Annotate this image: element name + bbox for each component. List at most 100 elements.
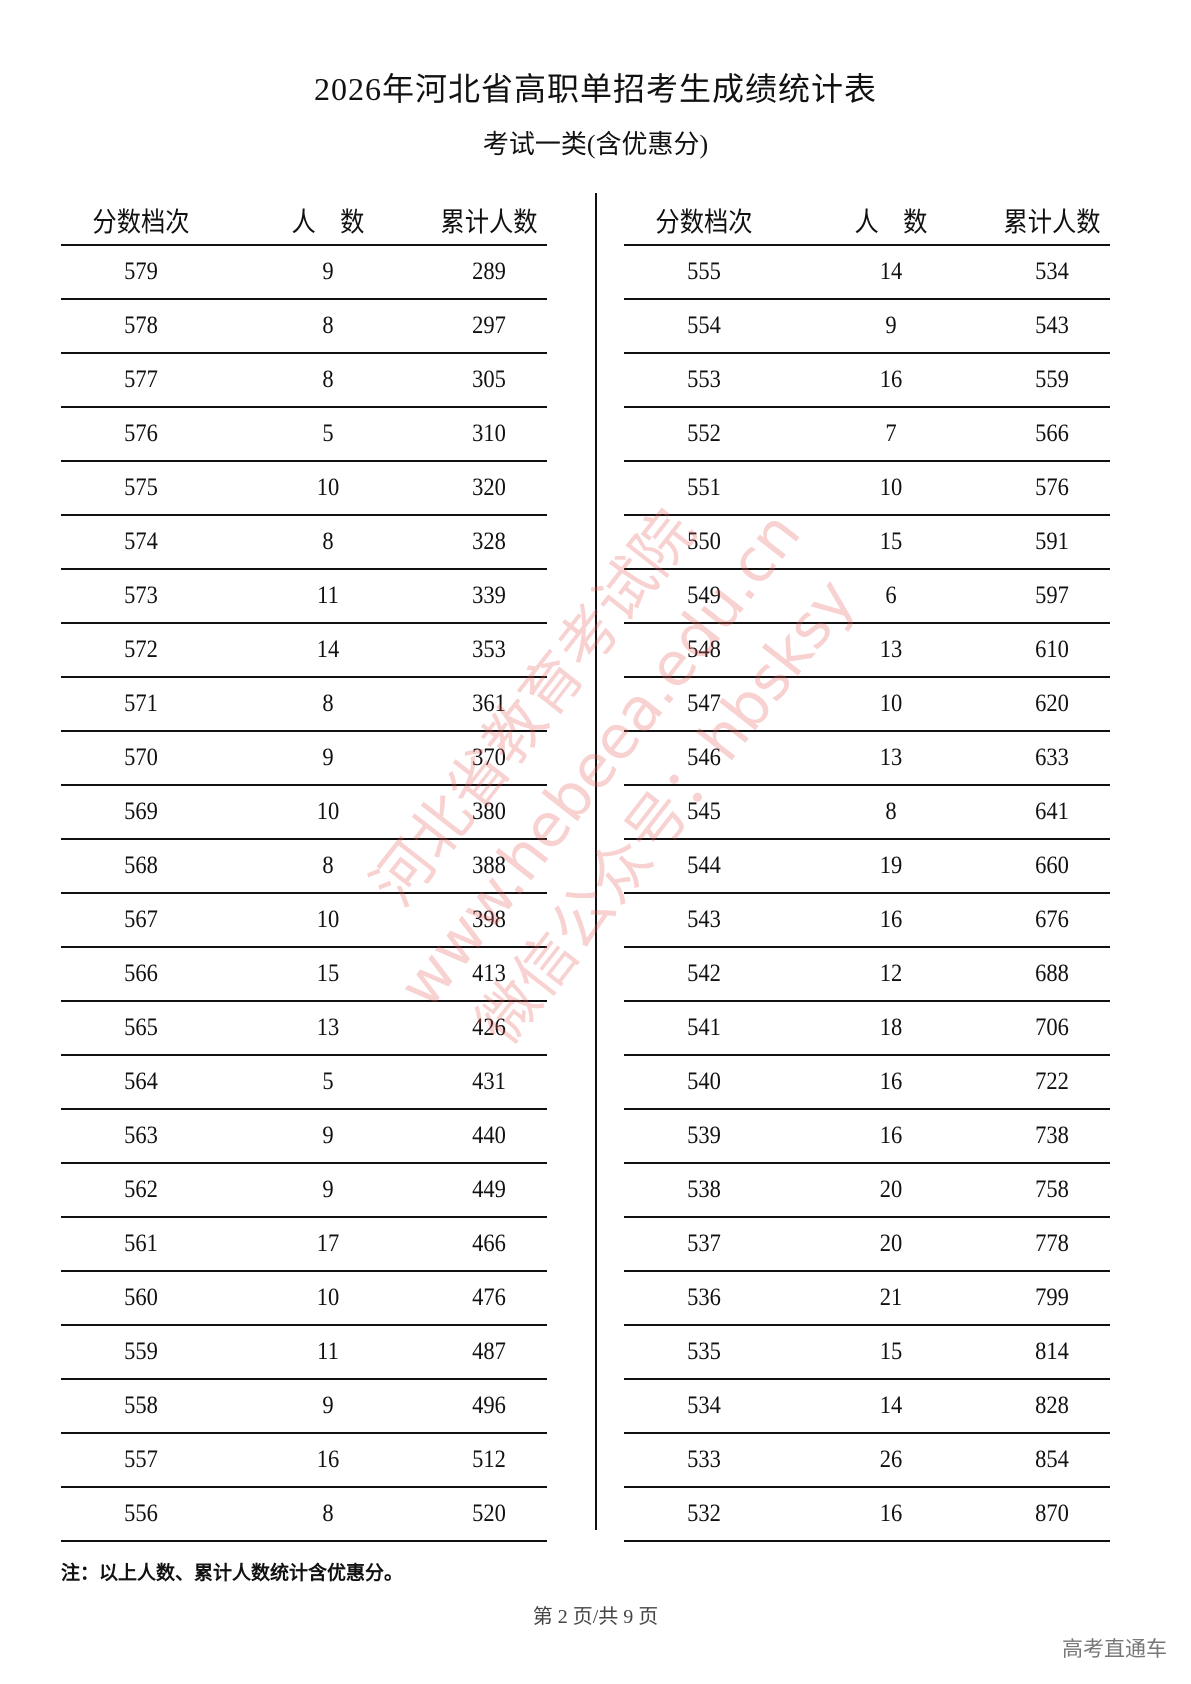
header-score: 分数档次 bbox=[92, 207, 190, 238]
table-row: 538 20 758 bbox=[624, 1164, 1110, 1218]
header-score: 分数档次 bbox=[655, 207, 753, 238]
table-row: 566 15 413 bbox=[61, 948, 547, 1002]
cell-cumulative: 380 bbox=[472, 798, 506, 825]
cell-cumulative: 814 bbox=[1035, 1338, 1069, 1365]
cell-score: 546 bbox=[687, 744, 721, 771]
table-row: 537 20 778 bbox=[624, 1218, 1110, 1272]
cell-score: 533 bbox=[687, 1446, 721, 1473]
cell-score: 565 bbox=[124, 1014, 158, 1041]
cell-count: 9 bbox=[322, 1392, 334, 1419]
cell-count: 19 bbox=[879, 852, 903, 879]
table-row: 532 16 870 bbox=[624, 1488, 1110, 1542]
cell-count: 8 bbox=[322, 1500, 334, 1527]
cell-cumulative: 361 bbox=[472, 690, 506, 717]
cell-score: 540 bbox=[687, 1068, 721, 1095]
cell-count: 15 bbox=[879, 528, 903, 555]
table-row: 540 16 722 bbox=[624, 1056, 1110, 1110]
cell-cumulative: 778 bbox=[1035, 1230, 1069, 1257]
page-indicator: 第 2 页/共 9 页 bbox=[532, 1606, 659, 1628]
table-row: 578 8 297 bbox=[61, 300, 547, 354]
cell-cumulative: 370 bbox=[472, 744, 506, 771]
cell-score: 541 bbox=[687, 1014, 721, 1041]
header-cumulative: 累计人数 bbox=[1003, 207, 1101, 238]
cell-cumulative: 398 bbox=[472, 906, 506, 933]
table-row: 572 14 353 bbox=[61, 624, 547, 678]
cell-cumulative: 706 bbox=[1035, 1014, 1069, 1041]
table-row: 548 13 610 bbox=[624, 624, 1110, 678]
cell-score: 535 bbox=[687, 1338, 721, 1365]
header-count: 人 数 bbox=[291, 207, 365, 238]
cell-count: 16 bbox=[316, 1446, 340, 1473]
table-row: 553 16 559 bbox=[624, 354, 1110, 408]
table-row: 563 9 440 bbox=[61, 1110, 547, 1164]
cell-cumulative: 487 bbox=[472, 1338, 506, 1365]
cell-score: 572 bbox=[124, 636, 158, 663]
cell-score: 578 bbox=[124, 312, 158, 339]
cell-cumulative: 854 bbox=[1035, 1446, 1069, 1473]
table-row: 560 10 476 bbox=[61, 1272, 547, 1326]
cell-score: 570 bbox=[124, 744, 158, 771]
table-header: 分数档次 人 数 累计人数 bbox=[624, 196, 1110, 246]
cell-count: 10 bbox=[316, 906, 340, 933]
cell-count: 9 bbox=[322, 1122, 334, 1149]
cell-cumulative: 738 bbox=[1035, 1122, 1069, 1149]
cell-cumulative: 310 bbox=[472, 420, 506, 447]
table-row: 549 6 597 bbox=[624, 570, 1110, 624]
cell-count: 10 bbox=[316, 474, 340, 501]
cell-count: 8 bbox=[322, 852, 334, 879]
cell-cumulative: 758 bbox=[1035, 1176, 1069, 1203]
table-row: 558 9 496 bbox=[61, 1380, 547, 1434]
cell-cumulative: 431 bbox=[472, 1068, 506, 1095]
cell-cumulative: 388 bbox=[472, 852, 506, 879]
cell-cumulative: 591 bbox=[1035, 528, 1069, 555]
cell-score: 545 bbox=[687, 798, 721, 825]
cell-count: 18 bbox=[879, 1014, 903, 1041]
cell-score: 571 bbox=[124, 690, 158, 717]
table-row: 568 8 388 bbox=[61, 840, 547, 894]
table-row: 545 8 641 bbox=[624, 786, 1110, 840]
table-row: 551 10 576 bbox=[624, 462, 1110, 516]
cell-score: 554 bbox=[687, 312, 721, 339]
cell-cumulative: 576 bbox=[1035, 474, 1069, 501]
cell-count: 8 bbox=[885, 798, 897, 825]
cell-count: 6 bbox=[885, 582, 897, 609]
header-cumulative: 累计人数 bbox=[440, 207, 538, 238]
cell-score: 547 bbox=[687, 690, 721, 717]
table-row: 575 10 320 bbox=[61, 462, 547, 516]
cell-count: 20 bbox=[879, 1230, 903, 1257]
cell-cumulative: 676 bbox=[1035, 906, 1069, 933]
table-row: 544 19 660 bbox=[624, 840, 1110, 894]
cell-count: 8 bbox=[322, 690, 334, 717]
cell-score: 564 bbox=[124, 1068, 158, 1095]
cell-count: 13 bbox=[879, 744, 903, 771]
cell-score: 537 bbox=[687, 1230, 721, 1257]
document-subtitle: 考试一类(含优惠分) bbox=[482, 130, 709, 159]
cell-cumulative: 449 bbox=[472, 1176, 506, 1203]
table-row: 574 8 328 bbox=[61, 516, 547, 570]
cell-cumulative: 328 bbox=[472, 528, 506, 555]
cell-score: 576 bbox=[124, 420, 158, 447]
cell-score: 568 bbox=[124, 852, 158, 879]
table-row: 556 8 520 bbox=[61, 1488, 547, 1542]
table-row: 557 16 512 bbox=[61, 1434, 547, 1488]
cell-cumulative: 688 bbox=[1035, 960, 1069, 987]
table-header: 分数档次 人 数 累计人数 bbox=[61, 196, 547, 246]
cell-score: 553 bbox=[687, 366, 721, 393]
cell-count: 15 bbox=[879, 1338, 903, 1365]
cell-score: 538 bbox=[687, 1176, 721, 1203]
cell-score: 559 bbox=[124, 1338, 158, 1365]
cell-score: 549 bbox=[687, 582, 721, 609]
table-row: 535 15 814 bbox=[624, 1326, 1110, 1380]
cell-score: 536 bbox=[687, 1284, 721, 1311]
cell-count: 14 bbox=[879, 258, 903, 285]
cell-count: 20 bbox=[879, 1176, 903, 1203]
table-row: 547 10 620 bbox=[624, 678, 1110, 732]
cell-count: 16 bbox=[879, 1122, 903, 1149]
table-row: 552 7 566 bbox=[624, 408, 1110, 462]
cell-score: 543 bbox=[687, 906, 721, 933]
table-row: 536 21 799 bbox=[624, 1272, 1110, 1326]
cell-cumulative: 520 bbox=[472, 1500, 506, 1527]
column-divider bbox=[595, 193, 597, 1530]
cell-cumulative: 620 bbox=[1035, 690, 1069, 717]
cell-count: 5 bbox=[322, 420, 334, 447]
